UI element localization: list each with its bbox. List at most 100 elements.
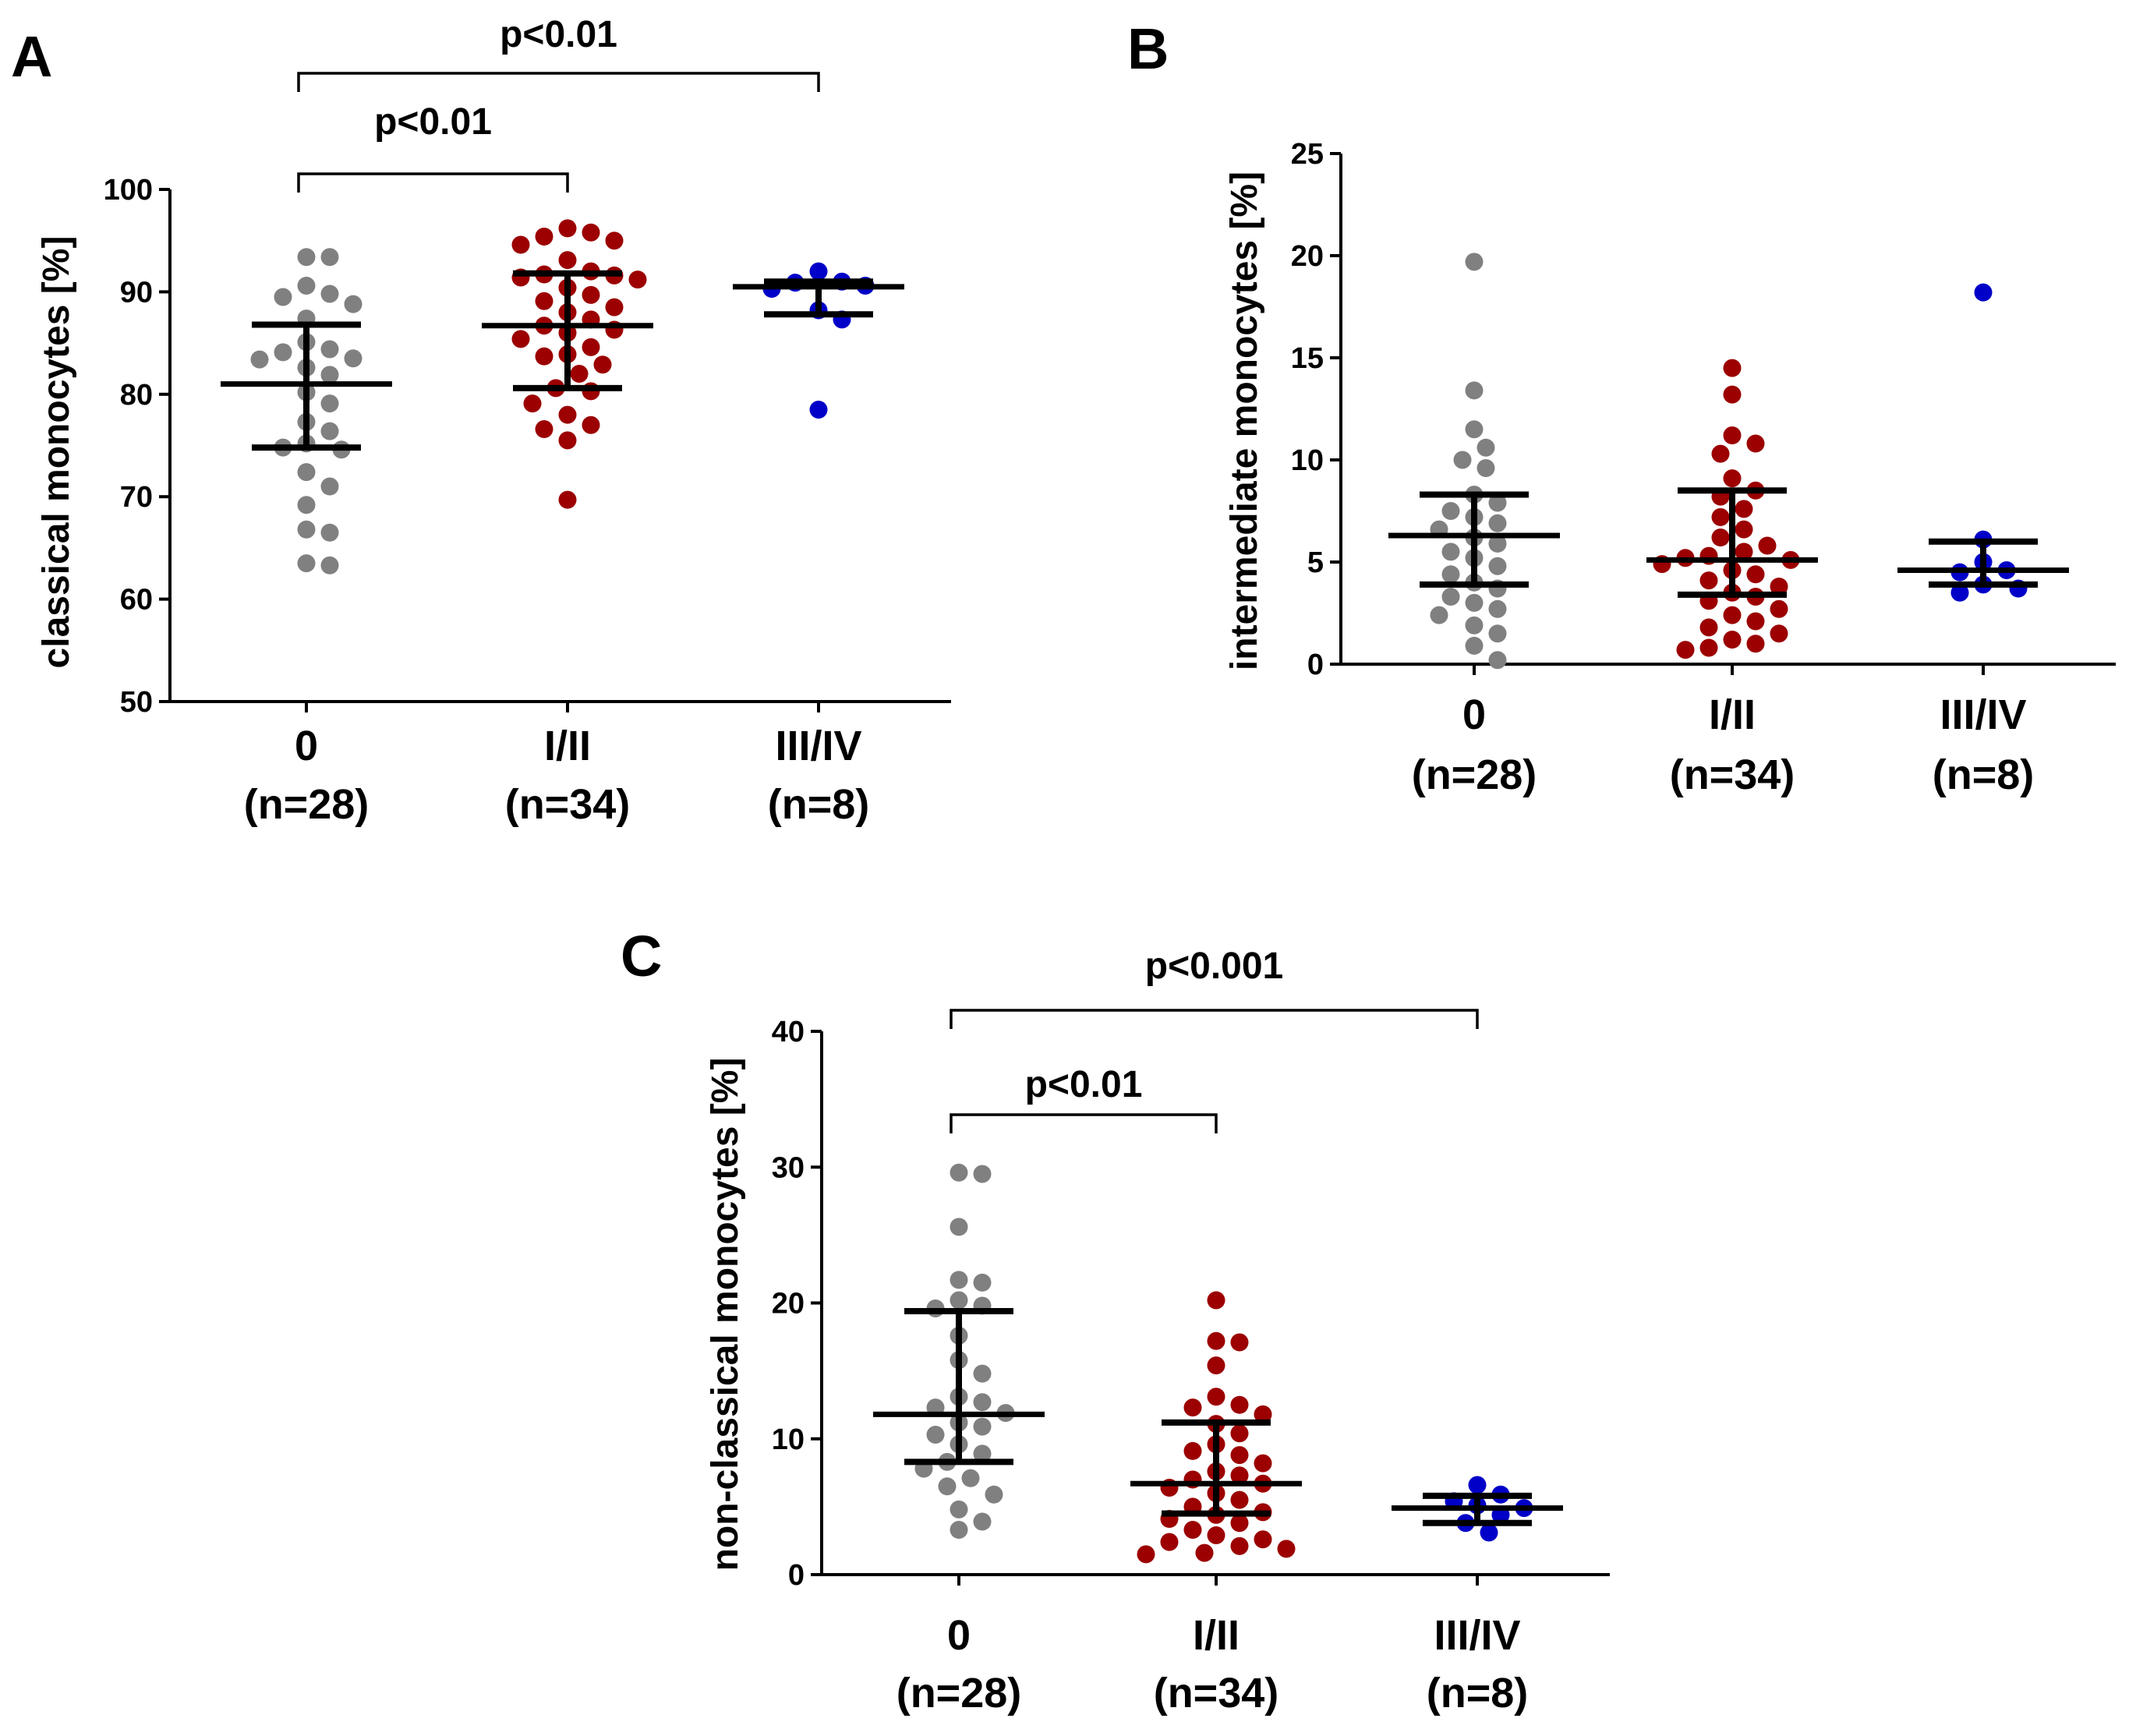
- category-label: III/IV: [1434, 1612, 1520, 1659]
- median-iqr-bars-a: [221, 270, 904, 451]
- data-point-b: [1699, 618, 1718, 637]
- data-point-c: [1230, 1490, 1249, 1509]
- data-point-b: [1465, 593, 1484, 612]
- data-point-c: [1230, 1333, 1249, 1352]
- data-point-a: [535, 292, 553, 310]
- data-point-a: [297, 248, 316, 267]
- y-tick-label: 10: [772, 1423, 805, 1456]
- data-point-c: [1230, 1514, 1249, 1533]
- data-point-b: [1441, 543, 1460, 561]
- data-point-a: [628, 270, 647, 289]
- data-point-a: [582, 338, 600, 356]
- data-point-b: [1723, 469, 1742, 488]
- data-point-a: [582, 415, 600, 434]
- category-label: III/IV: [775, 723, 861, 769]
- data-point-c: [1230, 1424, 1249, 1443]
- y-tick-label: 5: [1307, 546, 1324, 579]
- axes-a: 50 60 70 80 90 100: [104, 174, 951, 719]
- data-point-a: [558, 251, 577, 270]
- data-point-a: [605, 298, 624, 316]
- data-point-c: [1230, 1466, 1249, 1485]
- data-point-c: [1183, 1520, 1202, 1539]
- data-point-a: [535, 419, 553, 438]
- data-point-c: [973, 1512, 992, 1531]
- y-tick-label: 0: [1307, 649, 1324, 681]
- data-point-a: [558, 431, 577, 450]
- category-label: I/II: [1709, 691, 1756, 738]
- data-point-b: [1699, 571, 1718, 590]
- data-point-c: [1160, 1533, 1179, 1551]
- y-tick-label: 0: [788, 1559, 805, 1592]
- median-iqr-bars-c: [873, 1307, 1563, 1526]
- category-n-label: (n=8): [1427, 1670, 1529, 1717]
- data-point-a: [593, 355, 612, 374]
- y-tick-label: 60: [120, 584, 153, 617]
- significance-brackets-c: p<0.01 p<0.001: [950, 946, 1479, 1133]
- significance-bracket: [297, 172, 569, 193]
- y-tick-label: 10: [1291, 444, 1324, 477]
- data-point-c: [938, 1477, 957, 1496]
- y-tick-label: 90: [120, 276, 153, 309]
- data-point-b: [1746, 635, 1765, 653]
- data-point-b: [1430, 606, 1448, 624]
- panel-letter-a: A: [11, 24, 52, 89]
- data-point-c: [1207, 1388, 1225, 1406]
- category-labels-a: 0 (n=28) I/II (n=34) III/IV (n=8): [244, 723, 870, 828]
- data-point-a: [511, 330, 530, 348]
- data-point-b: [1488, 514, 1507, 532]
- y-axis-label-c: non-classical monocytes [%]: [705, 1058, 746, 1572]
- panel-a: A classical monocytes [%] p<0.01 p<0.01 5…: [11, 14, 951, 828]
- y-tick-label: 40: [772, 1016, 805, 1048]
- data-point-a: [344, 295, 362, 313]
- data-point-a: [320, 340, 339, 359]
- data-point-a: [297, 520, 316, 539]
- y-tick-label: 50: [120, 686, 153, 719]
- axes-b: 0 5 10 15 20 25: [1291, 138, 2116, 681]
- data-point-b: [1699, 638, 1718, 657]
- data-points-c: [914, 1163, 1533, 1564]
- data-point-a: [558, 405, 577, 424]
- data-point-c: [1480, 1523, 1498, 1542]
- data-point-a: [297, 463, 316, 482]
- y-tick-label: 70: [120, 481, 153, 514]
- significance-label: p<0.01: [500, 14, 617, 55]
- data-point-c: [1254, 1454, 1272, 1473]
- data-point-c: [973, 1393, 992, 1412]
- data-point-c: [985, 1485, 1003, 1504]
- panel-c: C non-classical monocytes [%] p<0.01p<0.…: [621, 924, 1610, 1717]
- data-point-b: [1723, 385, 1742, 404]
- category-n-label: (n=28): [244, 781, 370, 828]
- data-point-b: [1441, 565, 1460, 584]
- data-point-b: [1723, 631, 1742, 649]
- data-point-a: [809, 401, 828, 419]
- data-point-b: [1746, 612, 1765, 631]
- data-point-a: [320, 477, 339, 496]
- data-point-a: [344, 349, 362, 368]
- data-point-c: [950, 1271, 968, 1289]
- data-point-a: [582, 285, 600, 304]
- data-point-c: [1468, 1476, 1487, 1494]
- category-n-label: (n=34): [1670, 751, 1795, 798]
- category-label: 0: [1462, 691, 1486, 738]
- data-point-b: [1441, 502, 1460, 520]
- category-n-label: (n=8): [1933, 751, 2035, 798]
- data-point-a: [511, 235, 530, 254]
- data-point-c: [950, 1520, 968, 1539]
- data-point-c: [1277, 1540, 1296, 1558]
- data-point-c: [1230, 1395, 1249, 1414]
- data-point-c: [973, 1165, 992, 1183]
- significance-bracket: [950, 1009, 1479, 1029]
- y-axis-label-b: intermediate monocytes [%]: [1224, 171, 1265, 670]
- data-point-b: [1735, 500, 1753, 518]
- panel-b: B intermediate monocytes [%] 0510152025 …: [1127, 16, 2116, 798]
- data-point-a: [570, 365, 589, 384]
- y-tick-label: 15: [1291, 342, 1324, 375]
- data-point-b: [1735, 543, 1753, 561]
- data-point-a: [320, 248, 339, 267]
- y-tick-label: 20: [772, 1288, 805, 1321]
- data-point-a: [297, 496, 316, 514]
- data-point-b: [1770, 624, 1788, 643]
- data-point-b: [1488, 534, 1507, 553]
- category-label: 0: [947, 1612, 971, 1659]
